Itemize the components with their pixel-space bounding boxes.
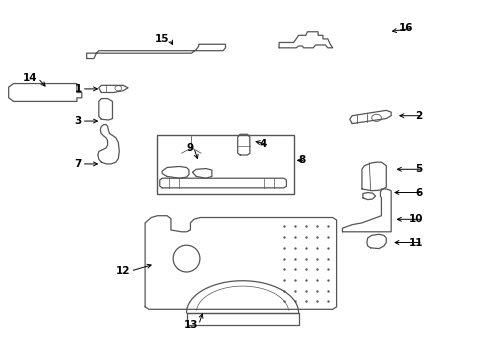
Text: 1: 1 — [74, 84, 82, 94]
Text: 16: 16 — [398, 23, 413, 33]
Text: 7: 7 — [74, 159, 82, 169]
Text: 2: 2 — [416, 111, 423, 121]
Text: 8: 8 — [298, 156, 306, 165]
Bar — [157, 135, 294, 194]
Text: 9: 9 — [187, 143, 194, 153]
Text: 6: 6 — [416, 188, 423, 198]
Text: 12: 12 — [116, 266, 130, 276]
Text: 5: 5 — [416, 164, 423, 174]
Text: 14: 14 — [24, 73, 38, 83]
Text: 3: 3 — [74, 116, 82, 126]
Text: 4: 4 — [260, 139, 267, 149]
Text: 15: 15 — [155, 34, 170, 44]
Text: 10: 10 — [408, 214, 423, 224]
Text: 13: 13 — [184, 320, 199, 330]
Text: 11: 11 — [408, 238, 423, 248]
